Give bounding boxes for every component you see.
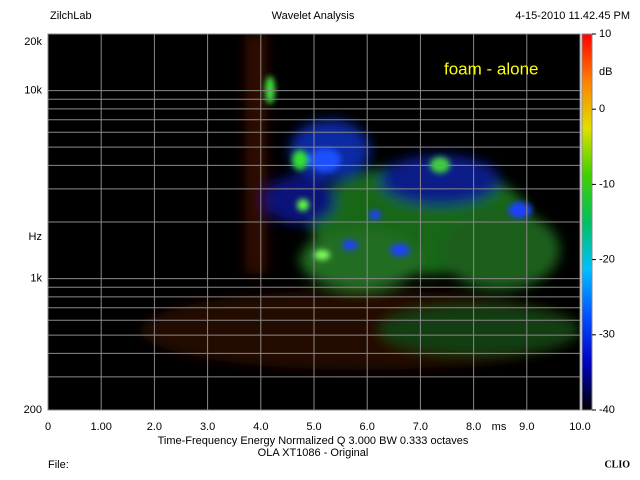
heatmap-image	[140, 34, 580, 370]
brand: CLIO	[604, 459, 630, 470]
date: 4-15-2010 11.42.45 PM	[515, 10, 630, 22]
x-tick-label: 1.00	[90, 421, 111, 433]
plot-frame	[47, 33, 581, 411]
x-tick-label: 6.0	[360, 421, 375, 433]
colorbar	[581, 33, 593, 411]
x-tick-label: 5.0	[306, 421, 321, 433]
y-tick-label: 10k	[24, 84, 42, 96]
chart-title: Wavelet Analysis	[272, 10, 355, 22]
x-tick-label: 9.0	[519, 421, 534, 433]
annotation: foam - alone	[444, 59, 539, 78]
y-axis-label: Hz	[29, 231, 42, 243]
x-tick-label: 8.0	[466, 421, 481, 433]
colorbar-tick-label: 10	[599, 28, 611, 40]
colorbar-tick-label: -20	[599, 254, 615, 266]
colorbar-tick-label: 0	[599, 103, 605, 115]
subcaption: OLA XT1086 - Original	[258, 447, 369, 459]
y-tick-label: 1k	[30, 272, 42, 284]
y-tick-label: 20k	[24, 36, 42, 48]
x-tick-label: 4.0	[253, 421, 268, 433]
x-tick-label: 2.0	[147, 421, 162, 433]
colorbar-tick-label: -30	[599, 329, 615, 341]
x-axis-unit: ms	[492, 421, 507, 433]
x-tick-label: 3.0	[200, 421, 215, 433]
file-label: File:	[48, 459, 69, 471]
grid	[47, 33, 581, 411]
x-tick-label: 7.0	[413, 421, 428, 433]
colorbar-tick-label: -40	[599, 404, 615, 416]
colorbar-unit: dB	[599, 66, 612, 78]
colorbar-tick-label: -10	[599, 178, 615, 190]
x-tick-label: 10.0	[569, 421, 590, 433]
company: ZilchLab	[50, 10, 92, 22]
x-tick-label: 0	[45, 421, 51, 433]
caption: Time-Frequency Energy Normalized Q 3.000…	[158, 435, 469, 447]
y-tick-label: 200	[24, 404, 42, 416]
